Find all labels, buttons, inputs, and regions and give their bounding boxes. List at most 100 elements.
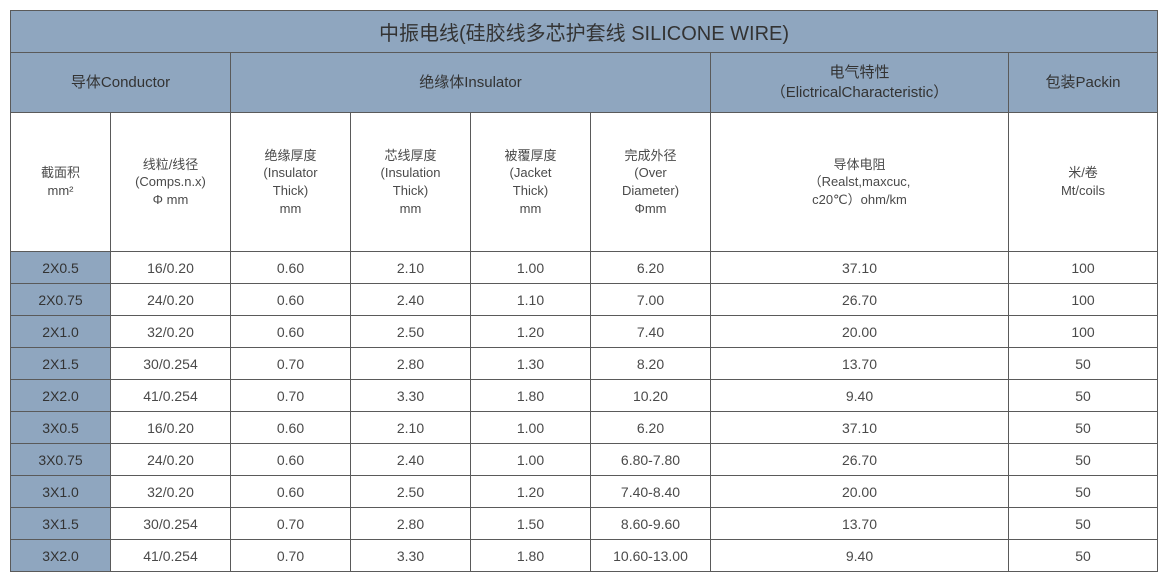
col-jacket-thick: 被覆厚度(JacketThick)mm: [471, 113, 591, 252]
table-row: 2X2.041/0.2540.703.301.8010.209.4050: [11, 380, 1158, 412]
table-cell: 0.60: [231, 476, 351, 508]
table-cell: 1.20: [471, 316, 591, 348]
table-cell: 0.70: [231, 348, 351, 380]
table-cell: 8.20: [591, 348, 711, 380]
table-cell: 0.60: [231, 252, 351, 284]
table-cell: 2.10: [351, 252, 471, 284]
table-cell: 2X2.0: [11, 380, 111, 412]
table-cell: 20.00: [711, 476, 1009, 508]
table-cell: 2.80: [351, 508, 471, 540]
group-electrical: 电气特性（ElictricalCharacteristic）: [711, 53, 1009, 113]
table-row: 3X1.032/0.200.602.501.207.40-8.4020.0050: [11, 476, 1158, 508]
col-resistance: 导体电阻（Realst,maxcuc,c20℃）ohm/km: [711, 113, 1009, 252]
table-cell: 10.60-13.00: [591, 540, 711, 572]
table-cell: 2.80: [351, 348, 471, 380]
table-cell: 100: [1009, 284, 1158, 316]
table-row: 3X2.041/0.2540.703.301.8010.60-13.009.40…: [11, 540, 1158, 572]
table-cell: 3X1.0: [11, 476, 111, 508]
table-cell: 37.10: [711, 412, 1009, 444]
table-cell: 2X0.5: [11, 252, 111, 284]
col-insulator-thick: 绝缘厚度(InsulatorThick)mm: [231, 113, 351, 252]
table-row: 2X0.7524/0.200.602.401.107.0026.70100: [11, 284, 1158, 316]
table-cell: 9.40: [711, 380, 1009, 412]
group-conductor: 导体Conductor: [11, 53, 231, 113]
table-row: 2X1.032/0.200.602.501.207.4020.00100: [11, 316, 1158, 348]
table-cell: 6.20: [591, 252, 711, 284]
table-cell: 7.40: [591, 316, 711, 348]
table-cell: 0.60: [231, 412, 351, 444]
table-cell: 0.60: [231, 316, 351, 348]
table-cell: 3.30: [351, 540, 471, 572]
table-row: 3X0.7524/0.200.602.401.006.80-7.8026.705…: [11, 444, 1158, 476]
table-cell: 2.10: [351, 412, 471, 444]
table-cell: 100: [1009, 316, 1158, 348]
table-cell: 20.00: [711, 316, 1009, 348]
table-cell: 0.60: [231, 444, 351, 476]
table-cell: 50: [1009, 540, 1158, 572]
table-cell: 32/0.20: [111, 476, 231, 508]
table-cell: 32/0.20: [111, 316, 231, 348]
table-cell: 1.00: [471, 412, 591, 444]
table-row: 3X0.516/0.200.602.101.006.2037.1050: [11, 412, 1158, 444]
table-cell: 1.20: [471, 476, 591, 508]
table-cell: 0.60: [231, 284, 351, 316]
col-coils: 米/卷Mt/coils: [1009, 113, 1158, 252]
table-cell: 0.70: [231, 540, 351, 572]
table-cell: 1.10: [471, 284, 591, 316]
table-cell: 13.70: [711, 348, 1009, 380]
table-cell: 3X2.0: [11, 540, 111, 572]
table-cell: 8.60-9.60: [591, 508, 711, 540]
table-cell: 41/0.254: [111, 380, 231, 412]
table-cell: 1.80: [471, 540, 591, 572]
table-cell: 2.40: [351, 444, 471, 476]
table-cell: 37.10: [711, 252, 1009, 284]
table-cell: 6.80-7.80: [591, 444, 711, 476]
col-comps: 线粒/线径(Comps.n.x)Φ mm: [111, 113, 231, 252]
table-cell: 50: [1009, 476, 1158, 508]
table-cell: 26.70: [711, 284, 1009, 316]
col-insulation-thick: 芯线厚度(InsulationThick)mm: [351, 113, 471, 252]
table-body: 2X0.516/0.200.602.101.006.2037.101002X0.…: [11, 252, 1158, 572]
table-cell: 3.30: [351, 380, 471, 412]
table-cell: 30/0.254: [111, 348, 231, 380]
table-row: 3X1.530/0.2540.702.801.508.60-9.6013.705…: [11, 508, 1158, 540]
table-cell: 3X0.75: [11, 444, 111, 476]
group-packing: 包装Packin: [1009, 53, 1158, 113]
table-cell: 24/0.20: [111, 444, 231, 476]
table-cell: 50: [1009, 380, 1158, 412]
table-cell: 0.70: [231, 508, 351, 540]
table-cell: 7.40-8.40: [591, 476, 711, 508]
table-cell: 1.00: [471, 444, 591, 476]
table-cell: 7.00: [591, 284, 711, 316]
table-title: 中振电线(硅胶线多芯护套线 SILICONE WIRE): [11, 11, 1158, 53]
table-cell: 50: [1009, 348, 1158, 380]
table-cell: 2X0.75: [11, 284, 111, 316]
group-insulator: 绝缘体Insulator: [231, 53, 711, 113]
col-over-diameter: 完成外径(OverDiameter)Φmm: [591, 113, 711, 252]
table-cell: 10.20: [591, 380, 711, 412]
table-cell: 2.50: [351, 316, 471, 348]
table-cell: 100: [1009, 252, 1158, 284]
table-cell: 16/0.20: [111, 412, 231, 444]
table-cell: 50: [1009, 444, 1158, 476]
table-cell: 16/0.20: [111, 252, 231, 284]
table-cell: 3X0.5: [11, 412, 111, 444]
table-cell: 41/0.254: [111, 540, 231, 572]
table-cell: 26.70: [711, 444, 1009, 476]
table-cell: 3X1.5: [11, 508, 111, 540]
table-cell: 13.70: [711, 508, 1009, 540]
table-cell: 1.50: [471, 508, 591, 540]
table-cell: 30/0.254: [111, 508, 231, 540]
wire-spec-table: 中振电线(硅胶线多芯护套线 SILICONE WIRE) 导体Conductor…: [10, 10, 1158, 572]
table-cell: 50: [1009, 412, 1158, 444]
table-cell: 1.00: [471, 252, 591, 284]
table-row: 2X1.530/0.2540.702.801.308.2013.7050: [11, 348, 1158, 380]
table-cell: 6.20: [591, 412, 711, 444]
table-row: 2X0.516/0.200.602.101.006.2037.10100: [11, 252, 1158, 284]
table-cell: 2X1.5: [11, 348, 111, 380]
col-area: 截面积mm²: [11, 113, 111, 252]
table-cell: 1.80: [471, 380, 591, 412]
table-cell: 2.50: [351, 476, 471, 508]
table-cell: 9.40: [711, 540, 1009, 572]
table-cell: 2X1.0: [11, 316, 111, 348]
